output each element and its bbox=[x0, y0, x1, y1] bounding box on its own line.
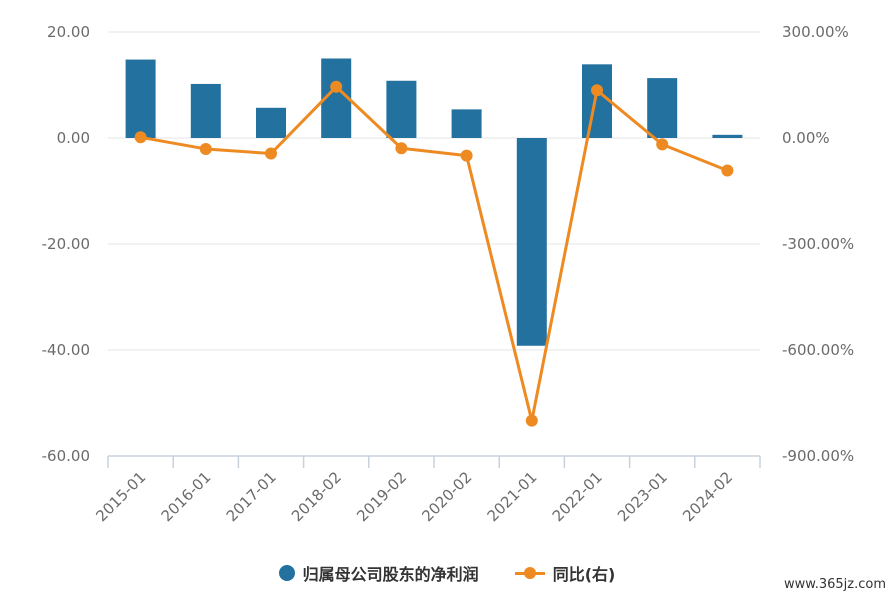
left-tick-label: 20.00 bbox=[47, 23, 90, 41]
x-tick-label: 2019-02 bbox=[353, 468, 410, 525]
x-tick-label: 2016-01 bbox=[158, 468, 215, 525]
line-point bbox=[199, 142, 212, 155]
bar bbox=[256, 107, 286, 138]
left-axis-ticks: 20.00 0.00 -20.00 -40.00 -60.00 bbox=[42, 23, 90, 465]
x-axis bbox=[107, 455, 761, 468]
x-tick-label: 2017-01 bbox=[223, 468, 280, 525]
line-series bbox=[134, 80, 734, 427]
legend: 归属母公司股东的净利润 同比(右) bbox=[0, 558, 894, 588]
legend-marker-bar bbox=[278, 565, 295, 581]
bar bbox=[125, 59, 156, 139]
legend-label-net-profit: 归属母公司股东的净利润 bbox=[302, 565, 479, 584]
line-point bbox=[656, 138, 669, 151]
x-tick-label: 2015-01 bbox=[92, 468, 149, 525]
right-tick-label: -600.00% bbox=[782, 341, 854, 359]
bar bbox=[190, 83, 221, 138]
x-tick-label: 2018-02 bbox=[288, 468, 345, 525]
series-line bbox=[140, 85, 728, 423]
legend-marker-line bbox=[514, 566, 545, 579]
x-tick-label: 2024-02 bbox=[679, 468, 736, 525]
left-tick-label: -40.00 bbox=[42, 341, 90, 359]
left-tick-label: -60.00 bbox=[42, 447, 90, 465]
line-point bbox=[525, 414, 538, 427]
x-tick-label: 2023-01 bbox=[614, 468, 671, 525]
legend-item-net-profit[interactable]: 归属母公司股东的净利润 bbox=[278, 561, 479, 585]
bar bbox=[712, 134, 743, 138]
left-tick-label: 0.00 bbox=[57, 129, 90, 147]
x-tick-label: 2022-01 bbox=[549, 468, 606, 525]
x-tick-label: 2021-01 bbox=[484, 468, 541, 525]
right-tick-label: 0.00% bbox=[782, 129, 830, 147]
line-point bbox=[330, 80, 343, 93]
x-tick-label: 2020-02 bbox=[418, 468, 475, 525]
bar bbox=[451, 109, 482, 138]
bar bbox=[386, 80, 417, 138]
bar bbox=[647, 78, 678, 138]
x-axis-ticks: 2015-01 2016-01 2017-01 2018-02 2019-02 2020-… bbox=[92, 468, 736, 525]
right-tick-label: 300.00% bbox=[782, 23, 849, 41]
line-point bbox=[460, 149, 473, 162]
line-point bbox=[265, 147, 277, 160]
legend-item-yoy[interactable]: 同比(右) bbox=[514, 561, 616, 585]
bar-series bbox=[125, 58, 743, 346]
bar bbox=[582, 64, 612, 138]
right-tick-label: -300.00% bbox=[782, 235, 854, 253]
right-tick-label: -900.00% bbox=[782, 447, 854, 465]
line-point bbox=[134, 131, 147, 144]
left-tick-label: -20.00 bbox=[42, 235, 90, 253]
line-point bbox=[721, 164, 734, 177]
watermark: www.365jz.com bbox=[784, 577, 886, 592]
legend-label-yoy: 同比(右) bbox=[552, 565, 616, 584]
line-point bbox=[591, 84, 603, 97]
right-axis-ticks: 300.00% 0.00% -300.00% -600.00% -900.00% bbox=[782, 23, 854, 465]
bar bbox=[516, 138, 547, 346]
line-point bbox=[395, 142, 408, 155]
